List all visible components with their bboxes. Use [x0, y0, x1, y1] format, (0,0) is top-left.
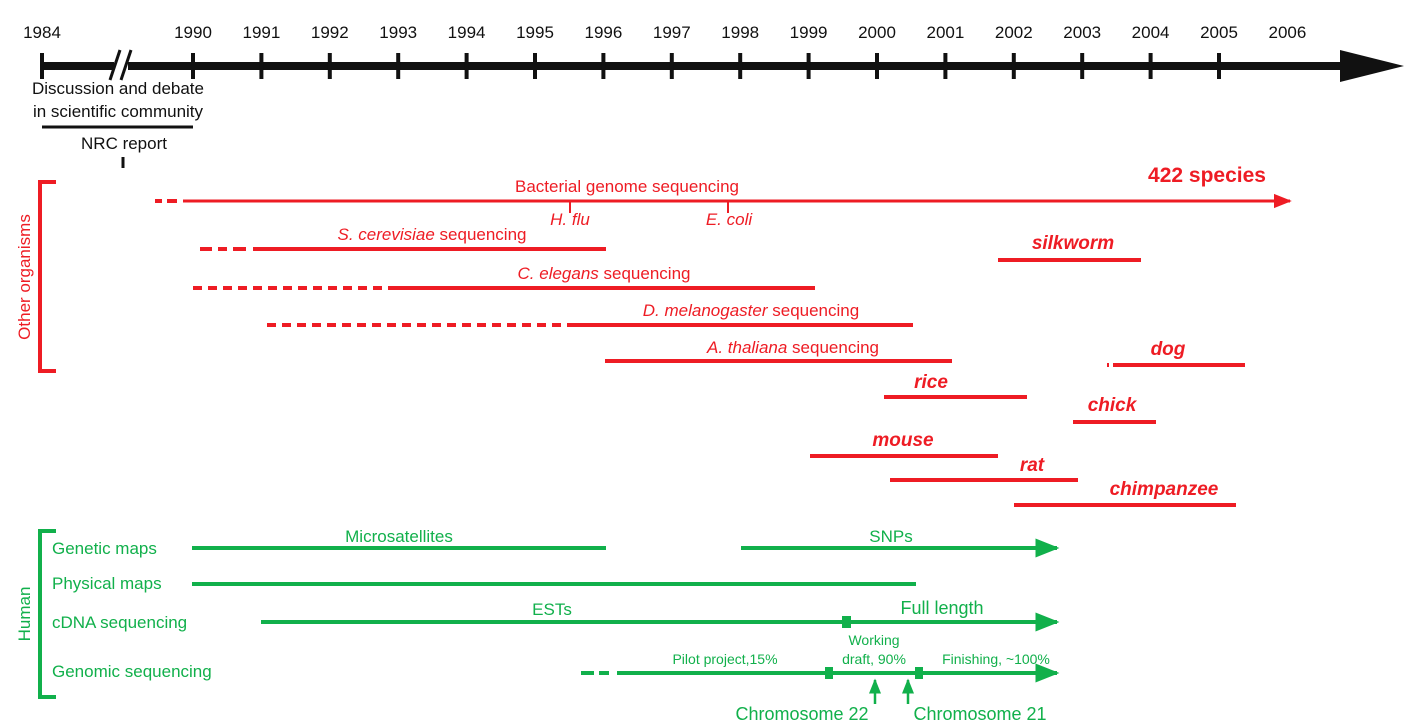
chromosome22-label: Chromosome 22 [735, 704, 868, 724]
axis-break-mark [119, 49, 133, 81]
axis-break-mark [108, 49, 122, 81]
year-label: 1996 [584, 23, 622, 42]
year-label: 1999 [790, 23, 828, 42]
species-count-label: 422 species [1148, 164, 1266, 187]
ests-label: ESTs [532, 600, 572, 619]
year-label: 1998 [721, 23, 759, 42]
athaliana-label: A. thaliana sequencing [706, 338, 879, 357]
row-cdna-sequencing: cDNA sequencing [52, 613, 187, 632]
rat-label: rat [1020, 455, 1045, 476]
bacterial-label: Bacterial genome sequencing [515, 177, 739, 196]
year-label: 2004 [1132, 23, 1170, 42]
hflu-label: H. flu [550, 210, 590, 229]
human-bracket [38, 529, 56, 699]
pilot-project-label: Pilot project,15% [672, 651, 777, 667]
year-label: 2000 [858, 23, 896, 42]
chick-label: chick [1088, 395, 1138, 416]
snps-label: SNPs [869, 527, 912, 546]
year-label: 2005 [1200, 23, 1238, 42]
year-label: 2006 [1268, 23, 1306, 42]
nrc-report-label: NRC report [81, 134, 167, 153]
other-organisms-bracket [38, 180, 56, 373]
mouse-label: mouse [872, 430, 934, 451]
row-physical-maps: Physical maps [52, 574, 162, 593]
working-draft-label-line1: Working [848, 632, 899, 648]
year-label: 1991 [242, 23, 280, 42]
year-label: 1992 [311, 23, 349, 42]
axis-arrowhead [1340, 50, 1404, 82]
silkworm-label: silkworm [1032, 233, 1114, 254]
rice-label: rice [914, 372, 948, 393]
finishing-label: Finishing, ~100% [942, 651, 1050, 667]
time-axis: 1984 1990 1991 1992 1993 1994 1995 1996 1997 1998… [23, 23, 1404, 82]
discussion-label-line1: Discussion and debate [32, 79, 204, 98]
ecoli-label: E. coli [706, 210, 754, 229]
dmelanogaster-label: D. melanogaster sequencing [643, 301, 859, 320]
year-label: 1990 [174, 23, 212, 42]
year-label: 1993 [379, 23, 417, 42]
year-label: 2001 [926, 23, 964, 42]
year-label: 1994 [448, 23, 486, 42]
microsatellites-label: Microsatellites [345, 527, 453, 546]
dog-label: dog [1151, 339, 1186, 360]
full-length-label: Full length [900, 598, 983, 618]
working-draft-mark [825, 667, 833, 679]
row-genetic-maps: Genetic maps [52, 539, 157, 558]
row-genomic-sequencing: Genomic sequencing [52, 662, 212, 681]
year-label: 2002 [995, 23, 1033, 42]
chromosome21-label: Chromosome 21 [913, 704, 1046, 724]
discussion-label-line2: in scientific community [33, 102, 204, 121]
year-label: 1997 [653, 23, 691, 42]
working-draft-label-line2: draft, 90% [842, 651, 906, 667]
celegans-label: C. elegans sequencing [518, 264, 691, 283]
chimpanzee-label: chimpanzee [1110, 479, 1219, 500]
year-label: 1984 [23, 23, 61, 42]
other-organisms-label: Other organisms [15, 214, 34, 340]
cdna-transition-mark [842, 616, 851, 628]
finishing-mark [915, 667, 923, 679]
year-label: 1995 [516, 23, 554, 42]
year-label: 2003 [1063, 23, 1101, 42]
scerevisiae-label: S. cerevisiae sequencing [337, 225, 526, 244]
human-label: Human [15, 587, 34, 642]
